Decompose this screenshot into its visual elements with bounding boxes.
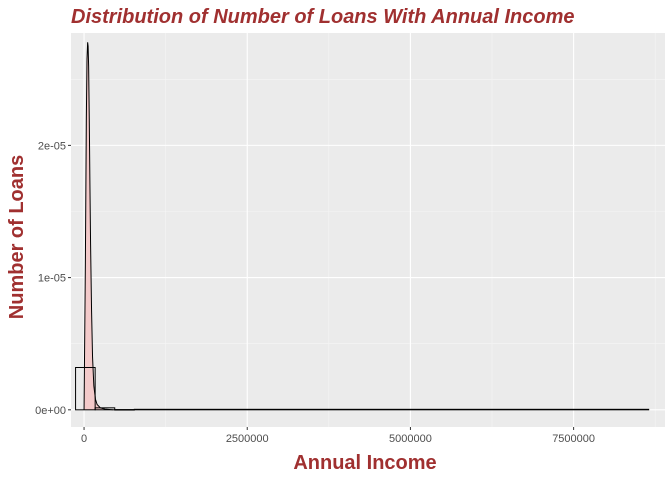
histogram-bar [75, 367, 96, 411]
y-tick-label: 1e-05 [38, 273, 66, 285]
x-tick-label: 0 [81, 433, 87, 445]
minor-gridlines [71, 33, 665, 427]
x-axis-title: Annual Income [293, 452, 436, 474]
x-axis-ticks: 0 2500000 5000000 7500000 [81, 427, 595, 445]
x-tick-label: 2500000 [226, 433, 269, 445]
histogram-bars [75, 367, 650, 411]
plot-panel [71, 33, 665, 427]
y-axis-ticks: 0e+00 1e-05 2e-05 [35, 140, 71, 417]
histogram-bar [114, 409, 135, 411]
x-tick-label: 7500000 [552, 433, 595, 445]
density-line [83, 42, 114, 411]
y-axis-title: Number of Loans [6, 155, 28, 319]
y-tick-label: 2e-05 [38, 140, 66, 152]
histogram-bar [133, 408, 650, 411]
chart-title: Distribution of Number of Loans With Ann… [71, 6, 575, 28]
density-curve-layer [83, 42, 114, 411]
histogram-bar [94, 407, 116, 411]
x-tick-label: 5000000 [389, 433, 432, 445]
y-tick-label: 0e+00 [35, 405, 66, 417]
